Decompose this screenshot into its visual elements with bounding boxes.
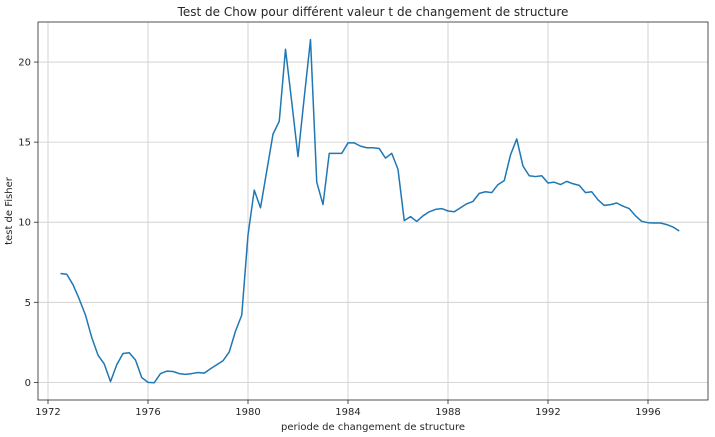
- x-tick-label: 1980: [235, 407, 260, 418]
- y-tick-label: 0: [25, 378, 31, 389]
- y-tick-label: 5: [25, 298, 31, 309]
- y-tick-label: 15: [18, 138, 31, 149]
- y-axis-label: test de Fisher: [4, 176, 15, 245]
- x-tick-label: 1976: [135, 407, 160, 418]
- x-axis-label: periode de changement de structure: [281, 422, 465, 433]
- series-layer: [60, 38, 680, 384]
- x-tick-label: 1996: [635, 407, 660, 418]
- y-tick-label: 20: [18, 58, 31, 69]
- fisher-test-series-line: [60, 38, 680, 384]
- plot-frame: [37, 21, 709, 401]
- grid-layer: [38, 22, 708, 400]
- x-tick-label: 1972: [35, 407, 60, 418]
- x-tick-label: 1992: [535, 407, 560, 418]
- chart-title: Test de Chow pour différent valeur t de …: [177, 5, 569, 19]
- x-tick-label: 1988: [435, 407, 460, 418]
- tick-layer: 1972 1976 1980 1984 1988 1992 1996 0 5 10 15 20: [18, 58, 660, 418]
- x-tick-label: 1984: [335, 407, 360, 418]
- y-tick-label: 10: [18, 218, 31, 229]
